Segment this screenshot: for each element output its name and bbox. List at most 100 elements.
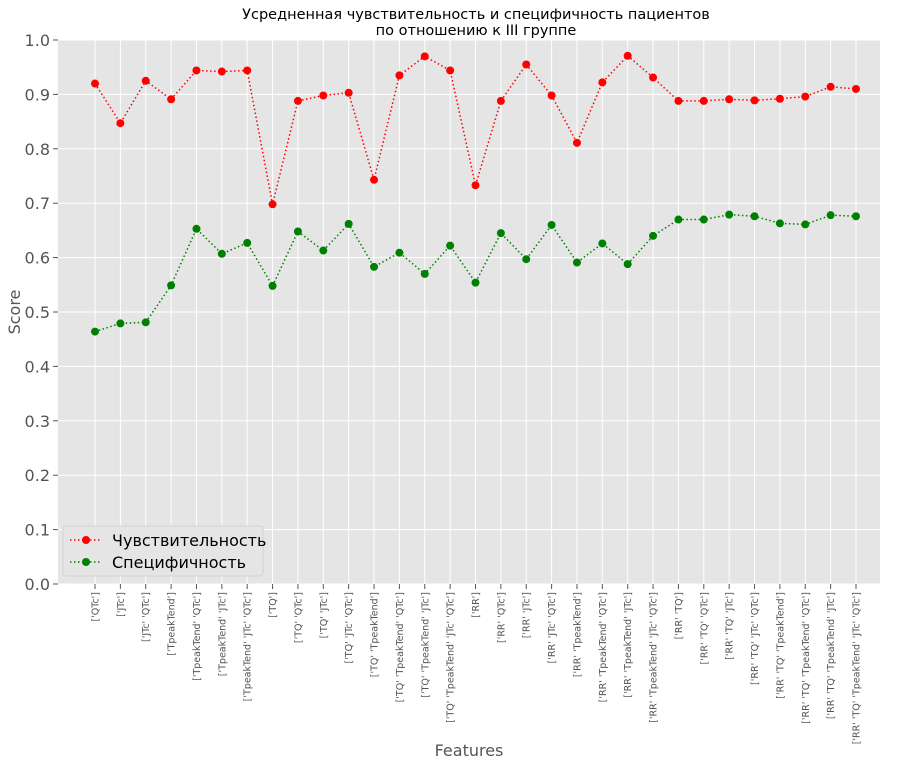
data-point [598,78,607,87]
data-point [852,212,860,221]
grid-lines [58,39,880,585]
data-point [167,281,176,290]
data-point [293,227,302,236]
data-point [801,220,810,229]
x-tick-label: ['TQ' 'TpeakTend' 'QTc'] [395,592,406,702]
series-1 [91,51,860,209]
data-point [116,319,125,328]
data-point [116,119,125,128]
data-point [496,96,505,105]
x-tick-label: ['TpeakTend' 'JTc'] [217,592,228,676]
y-tick-label: 1.0 [25,31,50,50]
y-tick-label: 0.4 [25,357,50,376]
data-point [192,224,201,233]
data-point [674,215,683,224]
data-point [141,76,150,85]
x-tick-label: ['RR' 'TQ' 'TpeakTend' 'QTc'] [801,592,812,724]
data-point [547,220,556,229]
data-point [319,246,328,255]
data-point [344,88,353,97]
chart-title-line: Усредненная чувствительность и специфичн… [242,7,710,23]
data-point [167,95,176,104]
data-point [91,79,99,88]
series-group [91,51,860,336]
data-point [268,200,277,209]
y-tick-label: 0.8 [25,140,50,159]
x-tick-label: ['RR' 'TQ' 'QTc'] [699,592,710,665]
x-tick-label: ['TpeakTend' 'JTc' 'QTc'] [243,592,254,701]
x-tick-label: ['TQ' 'TpeakTend'] [370,592,381,677]
x-tick-label: ['RR' 'TpeakTend' 'JTc' 'QTc'] [649,592,660,723]
data-point [623,51,632,60]
y-tick-label: 0.5 [25,303,50,322]
legend-label: Специфичность [112,553,246,572]
x-tick-label: ['TQ'] [268,592,279,618]
y-axis-ticks: 0.0 0.1 0.2 0.3 0.4 0.5 0.6 0.7 0.8 0.9 1.0 [25,31,58,594]
x-tick-label: ['TQ' 'TpeakTend' 'JTc'] [420,592,431,698]
x-tick-label: ['RR' 'TQ' 'TpeakTend'] [775,592,786,699]
data-point [91,327,99,336]
data-point [852,84,860,93]
chart-title-line: по отношению к III группе [376,23,577,39]
data-point [699,215,708,224]
series-2 [91,210,860,336]
data-point [649,231,658,240]
x-tick-label: ['RR' 'QTc'] [496,592,507,643]
data-point [471,181,480,190]
data-point [420,269,429,278]
data-point [674,96,683,105]
data-point [420,52,429,61]
data-point [446,66,455,75]
x-axis-ticks: ['QTc'] ['JTc'] ['JTc' 'QTc'] ['TpeakTend']… [91,584,863,744]
data-point [395,71,404,80]
legend-item-1: Чувствительность [70,531,266,550]
y-tick-label: 0.3 [25,412,50,431]
data-point [522,60,531,69]
data-point [572,258,581,267]
x-tick-label: ['RR' 'TQ' 'TpeakTend' 'JTc' 'QTc'] [852,592,863,744]
x-tick-label: ['RR' 'TQ' 'JTc'] [725,592,736,660]
x-tick-label: ['RR' 'JTc'] [522,592,533,638]
data-point [572,138,581,147]
data-point [725,95,734,104]
data-point [775,219,784,228]
data-point [699,96,708,105]
legend-marker [82,558,90,566]
data-point [217,249,226,258]
data-point [801,92,810,101]
data-point [293,96,302,105]
x-tick-label: ['RR' 'TpeakTend' 'QTc'] [598,592,609,702]
x-tick-label: ['TpeakTend'] [167,592,178,656]
legend-marker [82,536,90,544]
data-point [826,211,835,220]
x-tick-label: ['JTc' 'QTc'] [141,592,152,642]
x-tick-label: ['TQ' 'TpeakTend' 'JTc' 'QTc'] [446,592,457,723]
data-point [268,281,277,290]
data-point [141,318,150,327]
x-axis-label: Features [435,741,504,760]
data-point [750,96,759,105]
y-tick-label: 0.0 [25,575,50,594]
y-tick-label: 0.2 [25,466,50,485]
y-axis-label: Score [5,290,24,335]
data-point [446,241,455,250]
data-point [192,66,201,75]
x-tick-label: ['RR' 'TQ' 'TpeakTend' 'JTc'] [826,592,837,719]
x-tick-label: ['RR' 'JTc' 'QTc'] [547,592,558,663]
x-tick-label: ['JTc'] [116,592,127,617]
data-point [471,278,480,287]
data-point [496,229,505,238]
data-point [344,219,353,228]
data-point [649,73,658,82]
legend: Чувствительность Специфичность [62,525,266,577]
data-point [522,255,531,264]
y-tick-label: 0.6 [25,249,50,268]
data-point [243,66,252,75]
x-tick-label: ['RR' 'TpeakTend'] [572,592,583,677]
data-point [775,94,784,103]
data-point [370,175,379,184]
data-point [826,82,835,91]
data-point [319,91,328,100]
chart-title: Усредненная чувствительность и специфичн… [242,7,710,39]
